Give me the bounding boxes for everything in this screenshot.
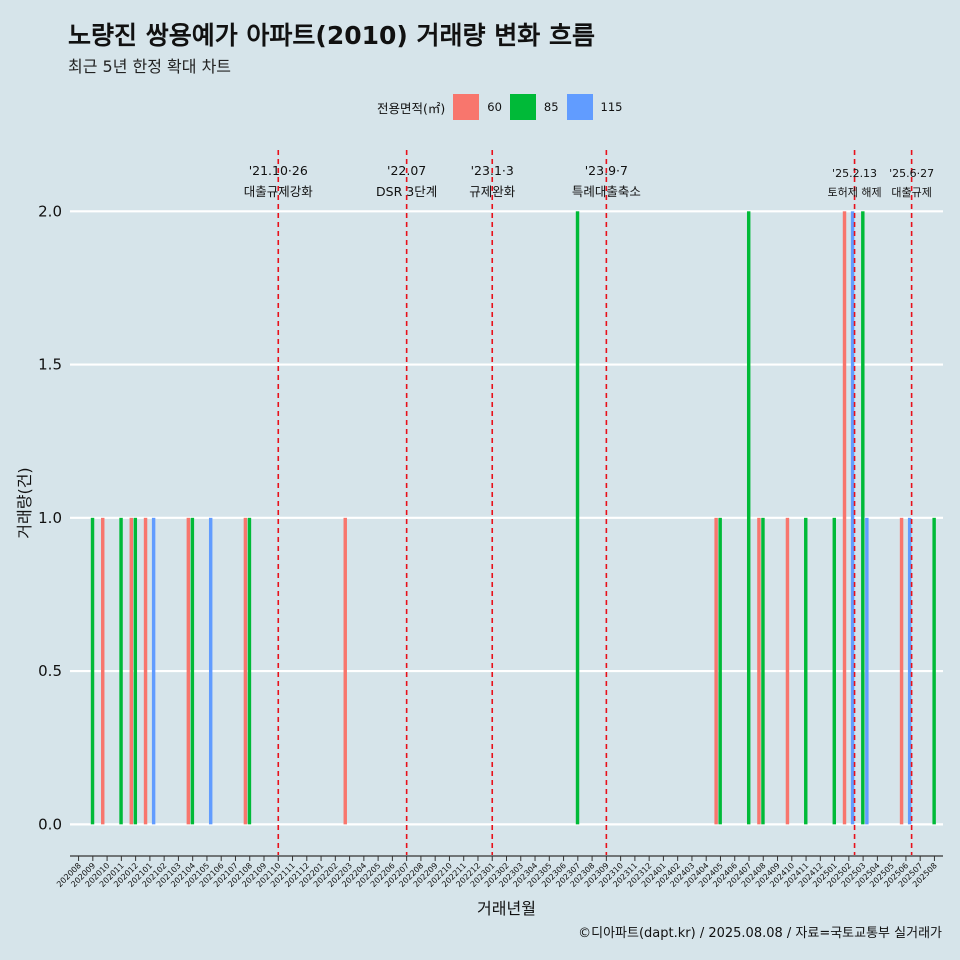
bar-202009-85 [90, 517, 95, 825]
event-date-label: '25.2.13 [832, 167, 877, 180]
bar-202104-85 [190, 517, 195, 825]
bar-202307-85 [575, 211, 580, 825]
bar-202405-60 [714, 517, 718, 825]
legend-title: 전용면적(㎡) [377, 100, 446, 116]
bar-202506-60 [899, 517, 904, 825]
bar-202506-115 [907, 517, 912, 825]
legend-swatch-60 [453, 94, 480, 120]
bar-202101-60 [143, 517, 148, 825]
event-name-label: 특례대출축소 [572, 184, 641, 199]
bar-202411-85 [804, 517, 808, 825]
event-name-label: 토허제 해제 [828, 185, 882, 199]
x-axis-title: 거래년월 [477, 899, 536, 918]
legend-swatch-115 [566, 94, 593, 120]
event-date-label: '21.10·26 [249, 163, 308, 178]
bar-202108-85 [247, 517, 252, 825]
y-tick-label: 0.5 [38, 662, 62, 680]
event-name-label: 규제완화 [469, 184, 516, 199]
bar-202010-60 [101, 517, 105, 825]
bar-202405-85 [718, 517, 722, 825]
bar-202408-60 [757, 517, 761, 825]
legend-label-85: 85 [543, 100, 559, 114]
bar-202105-115 [208, 517, 213, 825]
event-name-label: 대출규제 [891, 186, 931, 199]
y-tick-label: 2.0 [38, 202, 62, 220]
legend-label-60: 60 [487, 100, 502, 114]
event-date-label: '22.07 [387, 163, 426, 178]
chart-subtitle: 최근 5년 한정 확대 차트 [68, 57, 232, 76]
bar-202012-85 [133, 517, 138, 825]
legend-item-85: 85 [509, 94, 559, 120]
bar-202410-60 [785, 517, 790, 825]
bar-202502-60 [842, 211, 847, 825]
legend: 전용면적(㎡) 60 85 115 [377, 93, 631, 121]
bar-202108-60 [243, 517, 248, 825]
bar-202104-60 [186, 517, 191, 825]
bar-202508-85 [932, 517, 936, 825]
bar-202408-85 [761, 517, 765, 825]
bar-202407-85 [746, 211, 751, 825]
bar-202101-115 [151, 517, 156, 825]
legend-swatch-85 [509, 94, 536, 120]
source-caption: ©디아파트(dapt.kr) / 2025.08.08 / 자료=국토교통부 실… [578, 926, 942, 941]
bar-202012-60 [129, 517, 133, 825]
y-tick-label: 1.0 [38, 509, 62, 527]
legend-label-115: 115 [600, 100, 623, 114]
legend-item-115: 115 [566, 94, 623, 120]
event-name-label: DSR 3단계 [376, 184, 437, 199]
y-tick-label: 0.0 [38, 815, 62, 833]
legend-item-60: 60 [453, 94, 502, 120]
event-date-label: '23.1·3 [471, 163, 514, 178]
event-name-label: 대출규제강화 [244, 184, 314, 199]
event-date-label: '23.9·7 [585, 163, 628, 178]
bar-202501-85 [832, 517, 837, 825]
y-tick-label: 1.5 [38, 356, 62, 374]
y-axis-title: 거래량(건) [15, 467, 34, 538]
bar-202203-60 [343, 517, 347, 825]
bar-202502-115 [850, 211, 855, 825]
bar-202503-115 [865, 517, 869, 825]
bar-202503-85 [861, 211, 865, 825]
bar-202011-85 [119, 517, 123, 825]
chart-title: 노량진 쌍용예가 아파트(2010) 거래량 변화 흐름 [68, 21, 595, 50]
event-date-label: '25.6·27 [889, 167, 934, 180]
